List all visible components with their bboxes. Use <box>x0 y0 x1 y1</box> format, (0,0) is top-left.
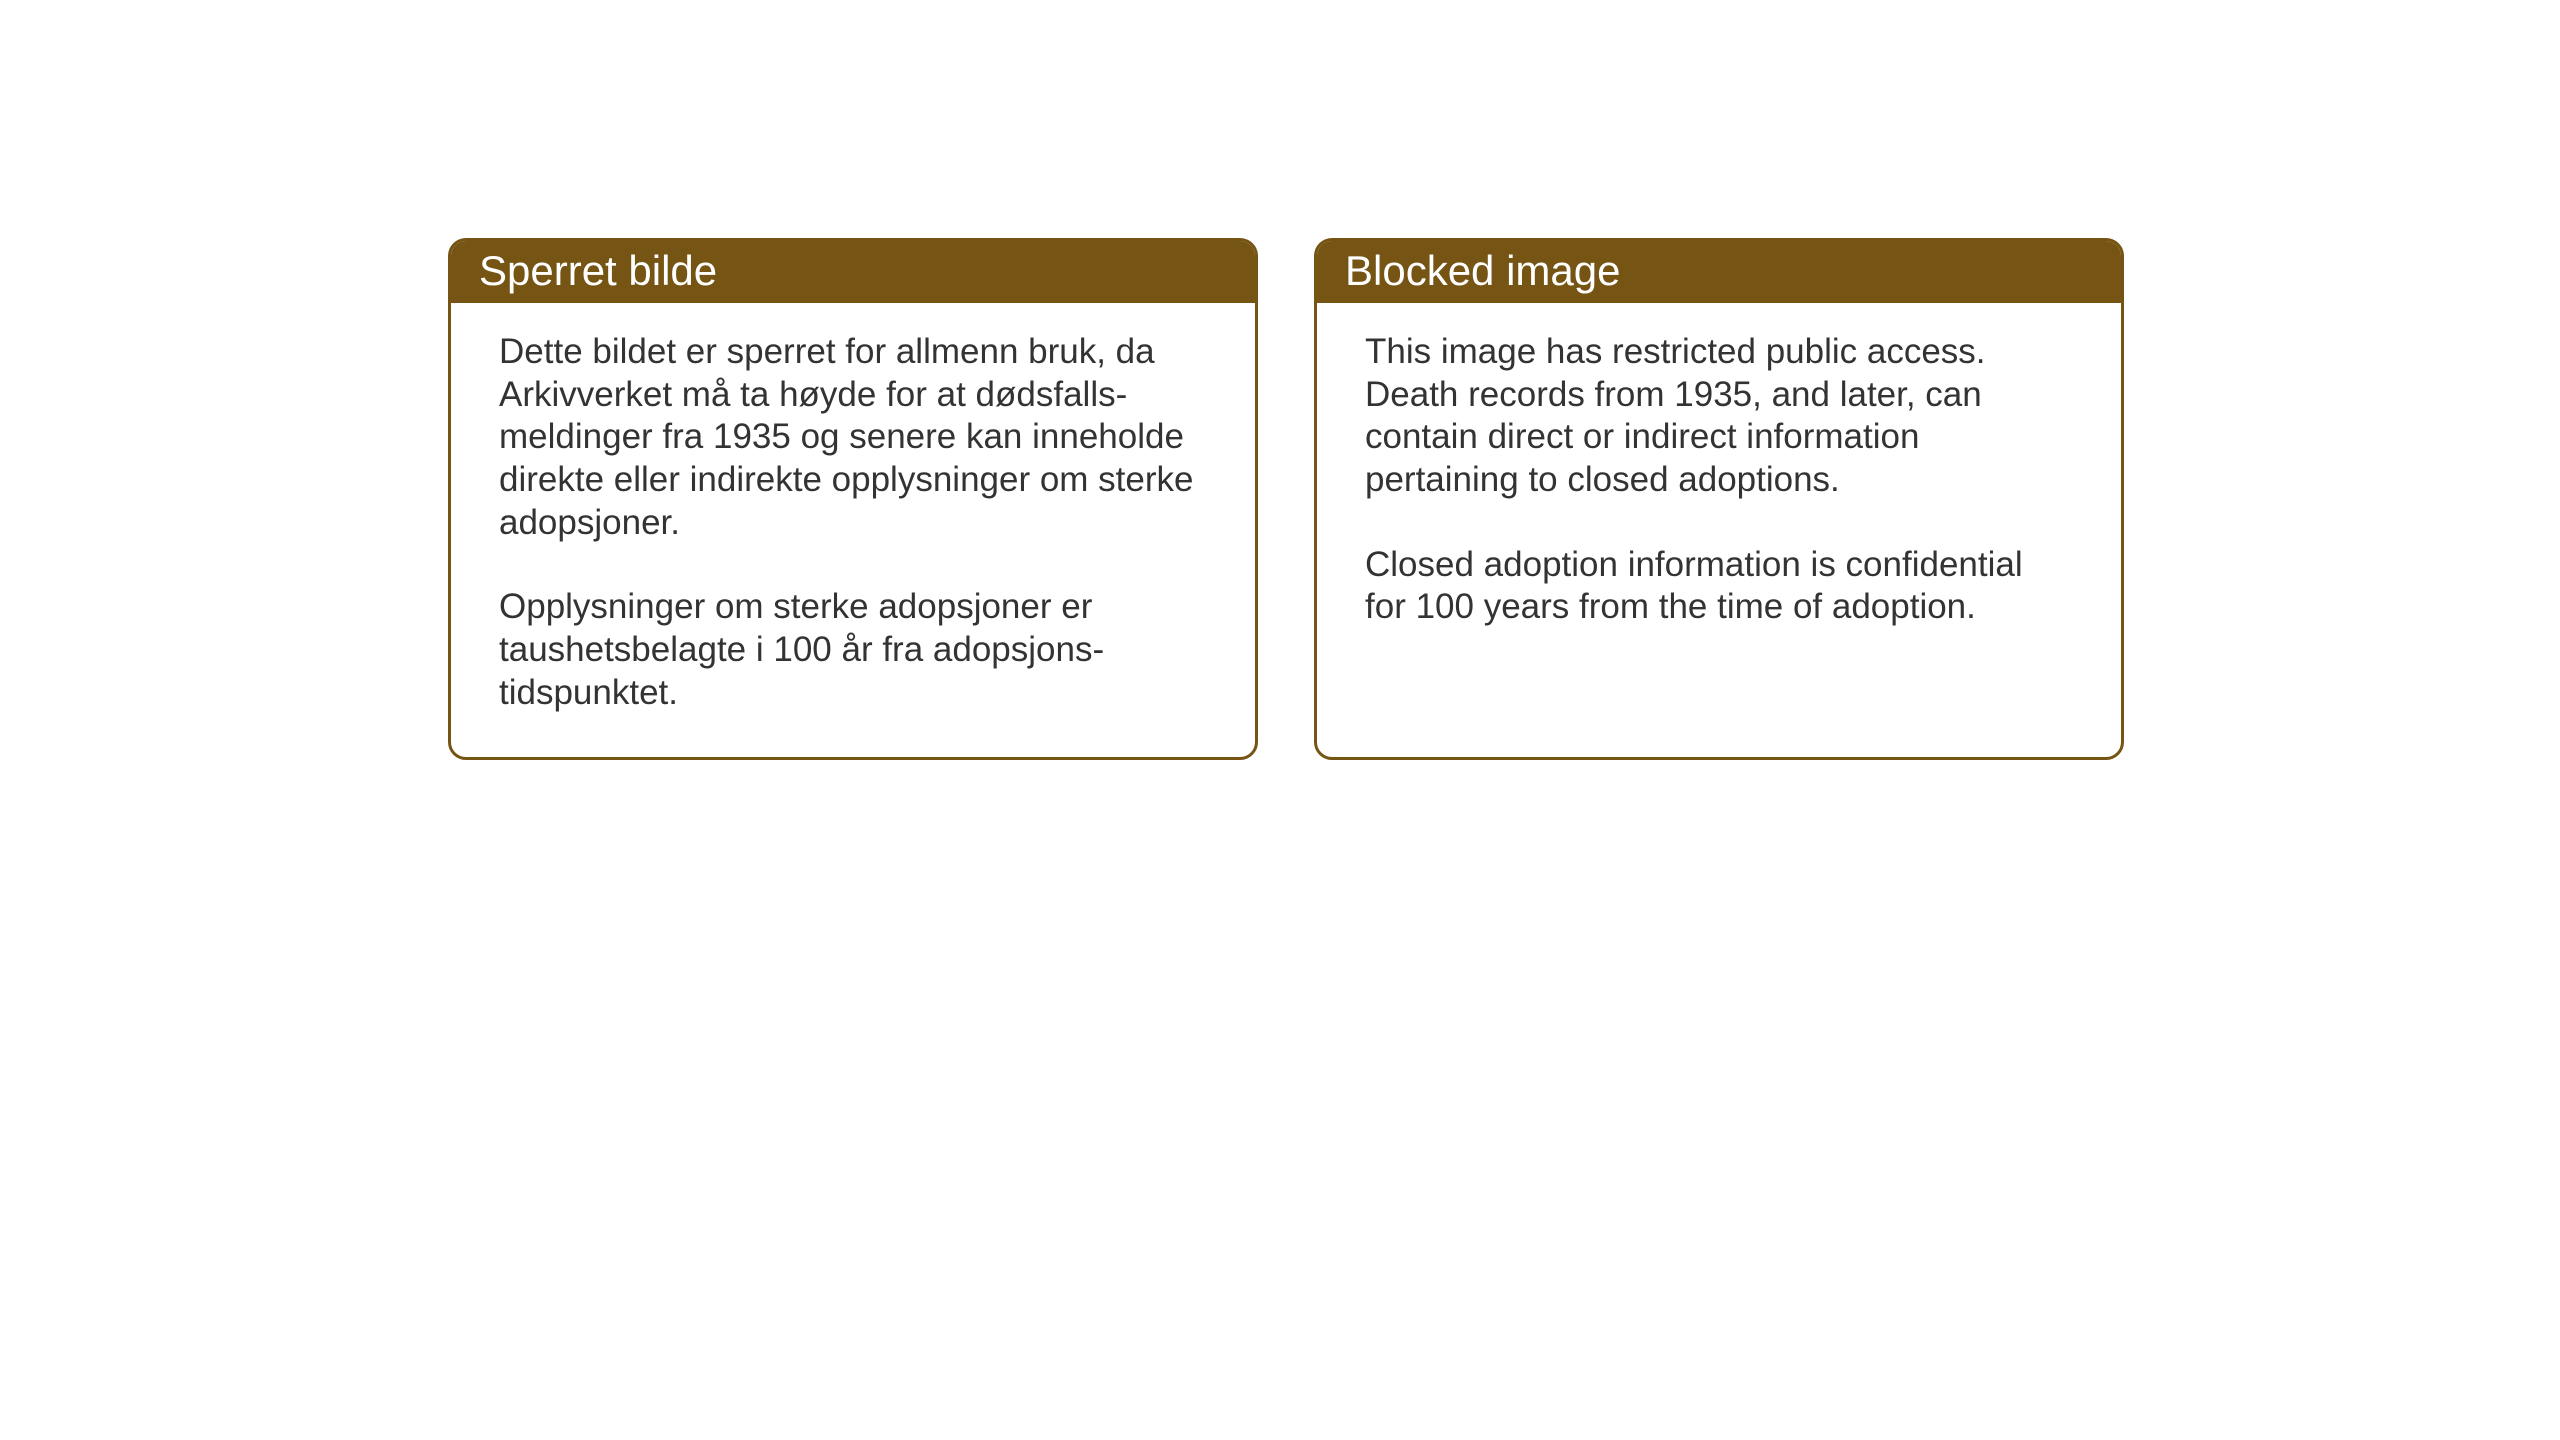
notice-container: Sperret bilde Dette bildet er sperret fo… <box>448 238 2124 760</box>
card-body-english: This image has restricted public access.… <box>1317 303 2121 671</box>
card-paragraph-2-norwegian: Opplysninger om sterke adopsjoner er tau… <box>499 586 1207 714</box>
card-header-english: Blocked image <box>1317 241 2121 303</box>
card-body-norwegian: Dette bildet er sperret for allmenn bruk… <box>451 303 1255 757</box>
card-paragraph-1-english: This image has restricted public access.… <box>1365 331 2073 502</box>
notice-card-norwegian: Sperret bilde Dette bildet er sperret fo… <box>448 238 1258 760</box>
notice-card-english: Blocked image This image has restricted … <box>1314 238 2124 760</box>
card-header-norwegian: Sperret bilde <box>451 241 1255 303</box>
card-paragraph-2-english: Closed adoption information is confident… <box>1365 544 2073 629</box>
card-paragraph-1-norwegian: Dette bildet er sperret for allmenn bruk… <box>499 331 1207 544</box>
